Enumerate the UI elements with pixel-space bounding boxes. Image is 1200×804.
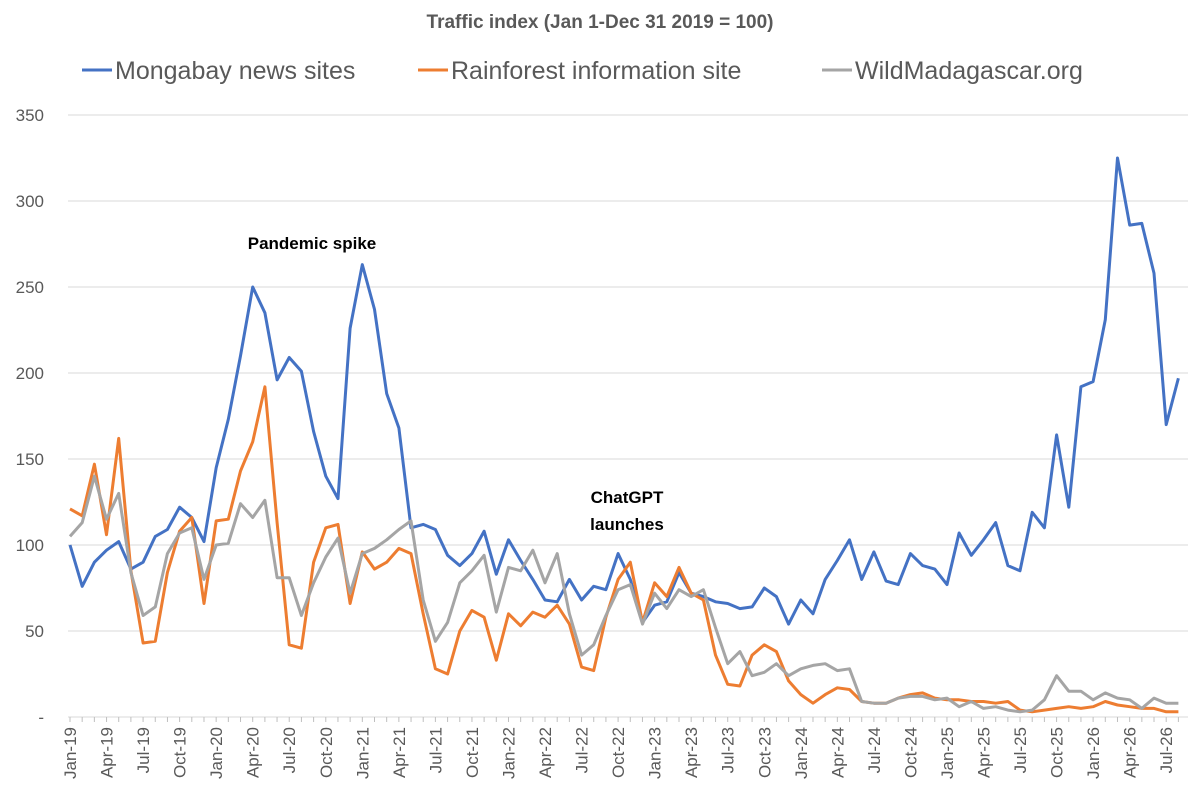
y-tick-label: 200: [16, 364, 44, 383]
x-tick-label: Jul-19: [134, 727, 153, 773]
series-line: [69, 385, 1179, 714]
y-tick-label: 100: [16, 536, 44, 555]
legend-label: Mongabay news sites: [115, 57, 355, 85]
series-line: [68, 474, 1179, 714]
annotation: ChatGPT: [591, 488, 664, 507]
y-tick-label: 150: [16, 450, 44, 469]
x-tick-label: Jul-24: [865, 727, 884, 773]
x-tick-label: Apr-26: [1121, 727, 1140, 778]
y-tick-label: -: [38, 708, 44, 727]
y-tick-label: 300: [16, 192, 44, 211]
x-tick-label: Apr-21: [390, 727, 409, 778]
x-tick-label: Jan-20: [207, 727, 226, 779]
x-tick-label: Jan-23: [646, 727, 665, 779]
series-line: [68, 156, 1180, 626]
x-tick-label: Jan-19: [61, 727, 80, 779]
x-tick-label: Jul-23: [719, 727, 738, 773]
chart-title: Traffic index (Jan 1-Dec 31 2019 = 100): [427, 12, 774, 33]
x-tick-label: Jan-25: [938, 727, 957, 779]
y-tick-label: 50: [25, 622, 44, 641]
annotation: Pandemic spike: [248, 234, 377, 253]
x-tick-label: Oct-22: [609, 727, 628, 778]
x-tick-label: Oct-24: [901, 727, 920, 778]
legend-label: WildMadagascar.org: [855, 57, 1083, 85]
x-tick-label: Oct-19: [171, 727, 190, 778]
legend-label: Rainforest information site: [451, 57, 741, 85]
x-tick-label: Apr-20: [244, 727, 263, 778]
x-tick-label: Jan-26: [1084, 727, 1103, 779]
x-tick-label: Jan-21: [353, 727, 372, 779]
y-tick-label: 350: [16, 106, 44, 125]
x-tick-label: Jan-24: [792, 727, 811, 779]
x-tick-label: Apr-24: [828, 727, 847, 778]
x-tick-label: Apr-25: [975, 727, 994, 778]
annotation: launches: [590, 515, 664, 534]
x-tick-label: Apr-22: [536, 727, 555, 778]
x-tick-label: Oct-25: [1048, 727, 1067, 778]
x-tick-label: Oct-20: [317, 727, 336, 778]
x-tick-label: Oct-23: [755, 727, 774, 778]
x-tick-label: Jul-20: [280, 727, 299, 773]
x-tick-label: Jul-25: [1011, 727, 1030, 773]
x-tick-label: Oct-21: [463, 727, 482, 778]
x-tick-label: Apr-23: [682, 727, 701, 778]
x-tick-label: Jul-26: [1157, 727, 1176, 773]
x-tick-label: Jul-21: [426, 727, 445, 773]
x-tick-label: Jul-22: [573, 727, 592, 773]
x-tick-label: Jan-22: [499, 727, 518, 779]
x-tick-label: Apr-19: [98, 727, 117, 778]
y-tick-label: 250: [16, 278, 44, 297]
